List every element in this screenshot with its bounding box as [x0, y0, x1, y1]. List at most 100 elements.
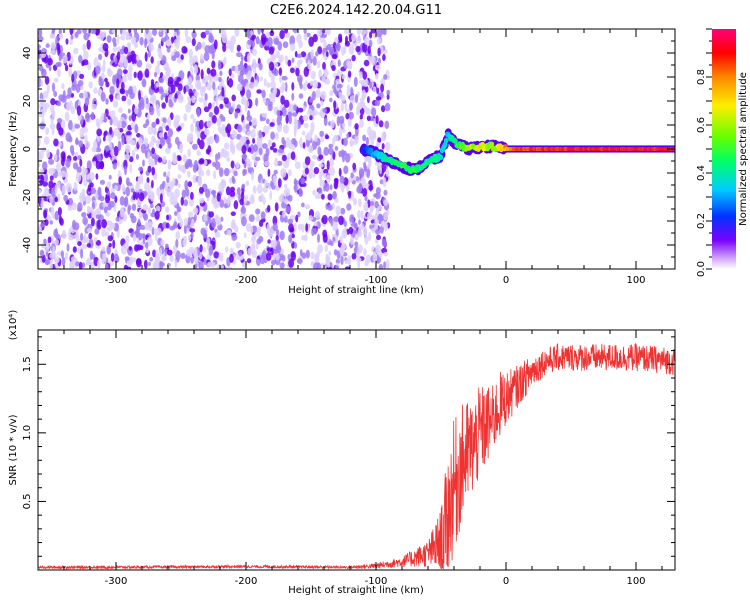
- heatmap-speckle: [377, 37, 382, 45]
- heatmap-speckle: [275, 234, 279, 242]
- heatmap-speckle: [70, 256, 76, 262]
- heatmap-speckle: [264, 160, 270, 167]
- heatmap-speckle: [189, 228, 196, 233]
- heatmap-speckle: [240, 54, 244, 62]
- heatmap-speckle: [333, 100, 337, 110]
- heatmap-speckle: [215, 153, 218, 163]
- heatmap-speckle: [281, 82, 286, 91]
- heatmap-speckle: [302, 115, 309, 122]
- heatmap-speckle: [246, 258, 252, 264]
- heatmap-speckle: [138, 192, 145, 202]
- heatmap-speckle: [61, 83, 65, 90]
- heatmap-speckle: [208, 211, 215, 218]
- heatmap-speckle: [172, 245, 177, 255]
- heatmap-speckle: [142, 159, 145, 167]
- heatmap-speckle: [175, 238, 179, 249]
- heatmap-speckle: [325, 134, 330, 140]
- heatmap-speckle: [252, 138, 256, 144]
- heatmap-speckle: [120, 120, 127, 129]
- heatmap-speckle: [311, 140, 318, 150]
- heatmap-speckle: [133, 71, 137, 79]
- heatmap-speckle: [316, 103, 321, 109]
- heatmap-speckle: [198, 186, 204, 194]
- heatmap-speckle: [384, 102, 391, 112]
- heatmap-speckle: [97, 186, 102, 197]
- heatmap-speckle: [88, 81, 93, 89]
- heatmap-speckle: [303, 234, 308, 242]
- heatmap-speckle: [180, 122, 185, 128]
- heatmap-speckle: [288, 234, 293, 244]
- heatmap-speckle: [343, 137, 348, 147]
- heatmap-speckle: [90, 187, 96, 195]
- heatmap-speckle: [101, 253, 106, 263]
- ridge-mark: [489, 141, 495, 148]
- heatmap-speckle: [294, 242, 297, 249]
- heatmap-speckle: [382, 53, 386, 62]
- heatmap-speckle: [215, 96, 219, 107]
- heatmap-speckle: [104, 77, 108, 83]
- heatmap-speckle: [188, 88, 193, 97]
- heatmap-speckle: [343, 29, 349, 35]
- heatmap-speckle: [116, 94, 121, 101]
- heatmap-speckle: [162, 29, 167, 33]
- heatmap-speckle: [125, 186, 131, 197]
- heatmap-speckle: [298, 93, 304, 99]
- heatmap-speckle: [218, 167, 224, 178]
- heatmap-speckle: [332, 190, 337, 200]
- heatmap-speckle: [131, 54, 135, 65]
- heatmap-speckle: [167, 116, 172, 127]
- heatmap-speckle: [184, 161, 190, 169]
- heatmap-speckle: [337, 59, 341, 67]
- heatmap-speckle: [345, 35, 348, 45]
- heatmap-speckle: [255, 208, 261, 215]
- heatmap-speckle: [374, 213, 378, 223]
- heatmap-speckle: [40, 200, 44, 209]
- heatmap-speckle: [299, 249, 303, 257]
- heatmap-speckle: [370, 201, 375, 206]
- heatmap-x-tick-label: -200: [235, 275, 258, 286]
- heatmap-speckle: [267, 168, 271, 177]
- heatmap-speckle: [107, 235, 114, 242]
- colorbar-tick-label: 0.4: [696, 165, 707, 181]
- heatmap-speckle: [328, 250, 332, 256]
- heatmap-speckle: [308, 172, 313, 179]
- heatmap-speckle: [374, 201, 379, 209]
- heatmap-speckle: [301, 223, 305, 233]
- heatmap-speckle: [65, 158, 71, 168]
- heatmap-speckle: [344, 259, 349, 265]
- heatmap-speckle: [167, 142, 172, 149]
- heatmap-speckle: [266, 118, 270, 125]
- heatmap-speckle: [372, 86, 377, 92]
- heatmap-speckle: [106, 35, 112, 43]
- heatmap-speckle: [65, 38, 69, 45]
- heatmap-speckle: [221, 31, 227, 39]
- heatmap-speckle: [136, 133, 141, 138]
- heatmap-speckle: [301, 202, 305, 208]
- heatmap-speckle: [69, 59, 72, 65]
- heatmap-speckle: [124, 153, 130, 161]
- heatmap-speckle: [380, 220, 386, 228]
- heatmap-speckle: [177, 93, 184, 104]
- heatmap-speckle: [225, 246, 229, 253]
- heatmap-speckle: [132, 191, 137, 201]
- heatmap-speckle: [339, 236, 343, 244]
- heatmap-speckle: [212, 161, 217, 167]
- heatmap-speckle: [279, 29, 285, 40]
- heatmap-speckle: [179, 164, 186, 173]
- heatmap-speckle: [351, 180, 356, 185]
- heatmap-speckle: [377, 47, 381, 57]
- heatmap-speckle: [351, 191, 354, 201]
- heatmap-speckle: [290, 251, 296, 262]
- heatmap-speckle: [166, 214, 169, 221]
- heatmap-speckle: [200, 69, 204, 80]
- heatmap-speckle: [145, 241, 149, 249]
- heatmap-speckle: [53, 138, 59, 147]
- heatmap-speckle: [95, 65, 101, 75]
- heatmap-speckle: [383, 199, 389, 207]
- heatmap-speckle: [376, 87, 380, 95]
- heatmap-speckle: [38, 162, 41, 168]
- heatmap-speckle: [86, 160, 92, 171]
- heatmap-speckle: [52, 252, 57, 258]
- heatmap-speckle: [147, 165, 152, 173]
- heatmap-speckle: [68, 234, 74, 241]
